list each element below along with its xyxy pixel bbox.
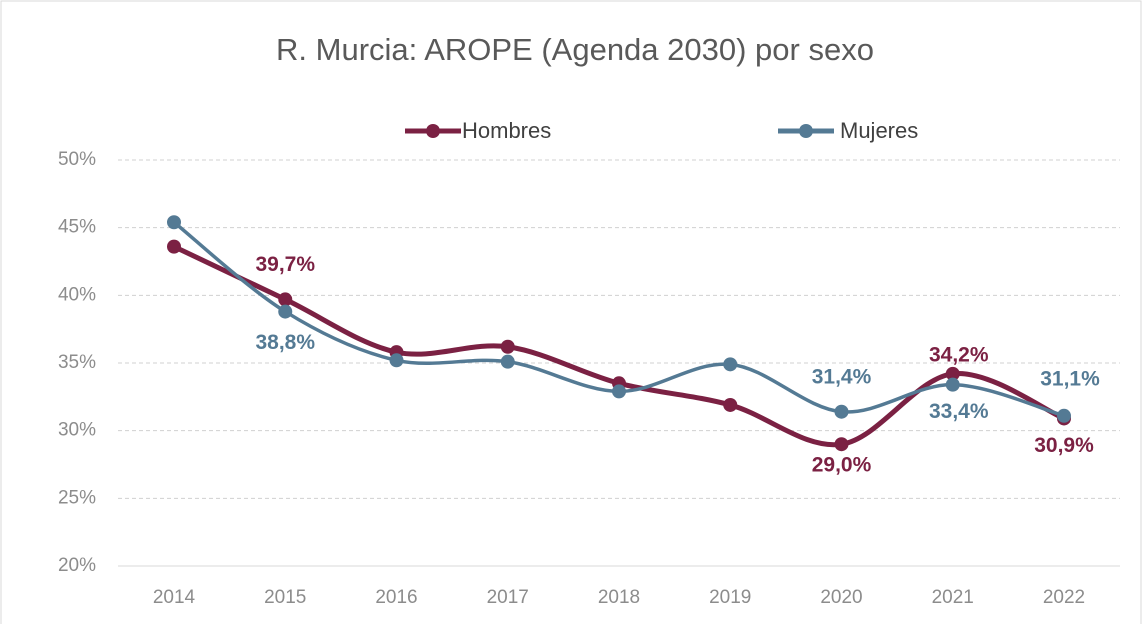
data-point (167, 239, 181, 254)
x-tick-label: 2014 (153, 587, 196, 608)
data-point (834, 437, 849, 452)
legend-label: Mujeres (840, 118, 918, 143)
y-tick-label: 35% (58, 352, 96, 373)
data-point (723, 357, 738, 372)
data-point (1057, 408, 1071, 423)
data-point (834, 404, 849, 419)
x-tick-label: 2019 (709, 587, 751, 608)
data-label: 31,4% (812, 365, 872, 388)
x-tick-label: 2022 (1043, 587, 1085, 608)
data-label: 31,1% (1040, 367, 1100, 390)
y-tick-label: 25% (58, 487, 96, 508)
y-tick-label: 30% (58, 420, 96, 441)
legend-marker (799, 124, 813, 138)
x-tick-label: 2021 (932, 587, 974, 608)
x-tick-label: 2018 (598, 587, 640, 608)
y-tick-label: 50% (58, 149, 96, 170)
data-point (500, 354, 515, 369)
data-point (278, 292, 293, 307)
data-label: 30,9% (1034, 434, 1094, 457)
data-point (500, 339, 515, 354)
data-point (723, 397, 738, 412)
data-label: 33,4% (929, 400, 989, 423)
legend-label: Hombres (462, 118, 551, 143)
chart-title: R. Murcia: AROPE (Agenda 2030) por sexo (276, 32, 874, 67)
y-tick-label: 40% (58, 284, 96, 305)
y-tick-label: 45% (58, 217, 96, 238)
data-point (612, 384, 626, 399)
data-point (945, 377, 960, 392)
data-label: 39,7% (255, 253, 315, 276)
x-tick-label: 2017 (487, 587, 529, 608)
x-tick-label: 2016 (375, 587, 417, 608)
data-point (278, 304, 293, 319)
data-point (945, 366, 960, 381)
data-point (167, 215, 181, 230)
x-tick-label: 2015 (264, 587, 306, 608)
data-point (389, 353, 404, 368)
x-tick-label: 2020 (820, 587, 862, 608)
legend-marker (426, 124, 440, 138)
data-label: 38,8% (255, 331, 315, 354)
data-label: 29,0% (812, 454, 872, 477)
y-tick-label: 20% (58, 555, 96, 576)
data-label: 34,2% (929, 343, 989, 366)
